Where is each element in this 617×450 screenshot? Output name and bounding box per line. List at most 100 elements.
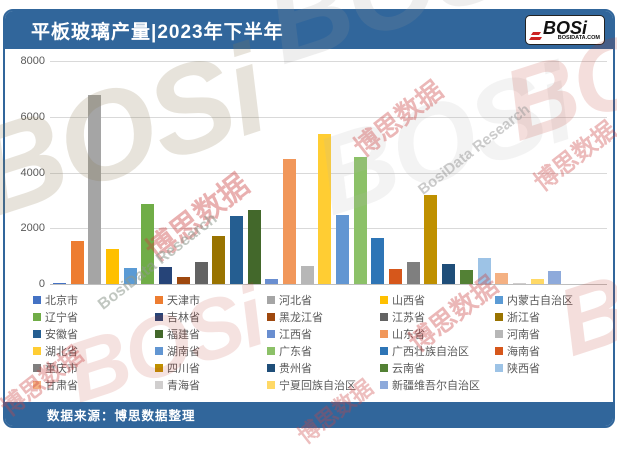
legend-label: 山东省 <box>392 328 425 341</box>
page-title: 平板玻璃产量|2023年下半年 <box>31 21 284 43</box>
chart-card: 平板玻璃产量|2023年下半年 BOSi BOSIDATA.COM 8000 60… <box>3 9 615 428</box>
gridline: 0 <box>39 278 607 290</box>
chart-bar <box>70 241 84 284</box>
chart-bar <box>495 272 509 284</box>
plot-area: 8000 6000 4000 2000 0 <box>21 55 607 290</box>
legend-label: 青海省 <box>167 379 200 392</box>
legend-swatch-icon <box>267 295 275 304</box>
y-axis-tick-label: 6000 <box>20 110 45 123</box>
chart-body: 8000 6000 4000 2000 0 北京市 天津市 河北省 山西省 内蒙古自治区 辽宁省 吉… <box>5 49 613 402</box>
chart-bar <box>123 268 137 284</box>
chart-bar <box>353 157 367 284</box>
chart-bar <box>477 258 491 284</box>
legend-label: 新疆维吾尔自治区 <box>392 379 480 392</box>
legend-label: 内蒙古自治区 <box>507 294 573 307</box>
bars-container <box>53 62 562 284</box>
legend-item: 天津市 <box>155 292 267 308</box>
chart-bar <box>282 158 296 284</box>
legend-item: 江苏省 <box>380 309 495 325</box>
legend-label: 海南省 <box>507 345 540 358</box>
legend-item: 河北省 <box>267 292 380 308</box>
legend-label: 福建省 <box>167 328 200 341</box>
legend-swatch-icon <box>155 363 163 372</box>
legend-swatch-icon <box>495 363 503 372</box>
legend-swatch-icon <box>380 363 388 372</box>
legend-item: 安徽省 <box>33 326 155 342</box>
legend-swatch-icon <box>380 346 388 355</box>
chart-bar <box>424 195 438 284</box>
legend-item: 云南省 <box>380 360 495 376</box>
chart-bar <box>194 262 208 284</box>
legend-item: 新疆维吾尔自治区 <box>380 377 495 393</box>
legend-label: 湖南省 <box>167 345 200 358</box>
chart-legend: 北京市 天津市 河北省 山西省 内蒙古自治区 辽宁省 吉林省 黑龙江省 江苏省 浙江省 安徽省 福建省… <box>33 291 613 393</box>
chart-bar <box>548 270 562 284</box>
legend-label: 山西省 <box>392 294 425 307</box>
legend-swatch-icon <box>33 346 41 355</box>
legend-label: 广西壮族自治区 <box>392 345 469 358</box>
legend-item: 湖南省 <box>155 343 267 359</box>
bosi-logo: BOSi BOSIDATA.COM <box>525 15 605 45</box>
legend-item: 湖北省 <box>33 343 155 359</box>
legend-item: 江西省 <box>267 326 380 342</box>
legend-swatch-icon <box>495 312 503 321</box>
legend-swatch-icon <box>495 329 503 338</box>
chart-bar <box>212 235 226 284</box>
legend-swatch-icon <box>267 329 275 338</box>
legend-swatch-icon <box>33 380 41 389</box>
legend-item: 重庆市 <box>33 360 155 376</box>
legend-item: 福建省 <box>155 326 267 342</box>
chart-bar <box>176 276 190 284</box>
chart-bar <box>159 267 173 284</box>
legend-label: 宁夏回族自治区 <box>279 379 356 392</box>
chart-bar <box>229 216 243 284</box>
legend-label: 甘肃省 <box>45 379 78 392</box>
legend-item: 宁夏回族自治区 <box>267 377 380 393</box>
chart-bar <box>530 279 544 284</box>
legend-item: 北京市 <box>33 292 155 308</box>
legend-label: 河北省 <box>279 294 312 307</box>
legend-item: 山东省 <box>380 326 495 342</box>
legend-item: 甘肃省 <box>33 377 155 393</box>
legend-label: 江苏省 <box>392 311 425 324</box>
chart-bar <box>88 95 102 284</box>
legend-item: 辽宁省 <box>33 309 155 325</box>
legend-label: 安徽省 <box>45 328 78 341</box>
y-axis-tick-label: 0 <box>38 278 45 290</box>
chart-bar <box>371 237 385 284</box>
legend-label: 四川省 <box>167 362 200 375</box>
legend-swatch-icon <box>267 346 275 355</box>
legend-item: 吉林省 <box>155 309 267 325</box>
y-axis-tick-label: 4000 <box>20 166 45 179</box>
logo-triangle-icon <box>530 32 542 35</box>
chart-bar <box>265 279 279 284</box>
legend-swatch-icon <box>495 346 503 355</box>
legend-swatch-icon <box>155 346 163 355</box>
chart-bar <box>141 204 155 284</box>
chart-bar <box>442 264 456 284</box>
chart-bar <box>406 262 420 284</box>
data-source-label: 数据来源：博思数据整理 <box>47 408 196 423</box>
legend-item: 贵州省 <box>267 360 380 376</box>
legend-swatch-icon <box>267 312 275 321</box>
legend-swatch-icon <box>380 295 388 304</box>
chart-bar <box>336 215 349 284</box>
chart-bar <box>318 134 332 284</box>
legend-label: 云南省 <box>392 362 425 375</box>
bosi-logo-text: BOSi <box>542 17 587 38</box>
legend-label: 河南省 <box>507 328 540 341</box>
chart-bar <box>459 270 473 284</box>
legend-label: 湖北省 <box>45 345 78 358</box>
legend-item: 陕西省 <box>495 360 613 376</box>
legend-swatch-icon <box>33 295 41 304</box>
legend-swatch-icon <box>33 329 41 338</box>
footer-bar: 数据来源：博思数据整理 <box>5 402 613 426</box>
legend-swatch-icon <box>380 380 388 389</box>
legend-label: 黑龙江省 <box>279 311 323 324</box>
chart-bar <box>512 283 526 284</box>
legend-item: 广东省 <box>267 343 380 359</box>
legend-label: 广东省 <box>279 345 312 358</box>
legend-label: 吉林省 <box>167 311 200 324</box>
legend-swatch-icon <box>267 380 275 389</box>
legend-item: 广西壮族自治区 <box>380 343 495 359</box>
